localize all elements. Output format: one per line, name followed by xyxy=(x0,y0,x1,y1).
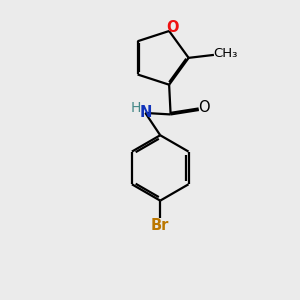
Text: CH₃: CH₃ xyxy=(213,47,237,61)
Text: O: O xyxy=(167,20,179,35)
Text: Br: Br xyxy=(151,218,170,232)
Text: N: N xyxy=(139,106,152,121)
Text: O: O xyxy=(198,100,210,115)
Text: H: H xyxy=(131,100,141,115)
